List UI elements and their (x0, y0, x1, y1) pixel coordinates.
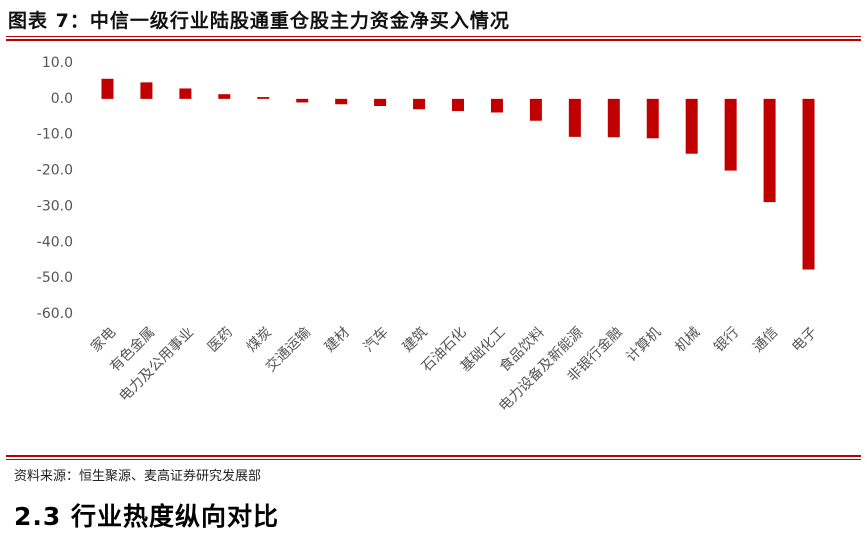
x-tick-label: 建材 (322, 324, 353, 355)
y-tick-label: -10.0 (37, 127, 73, 143)
x-tick-label: 机械 (672, 324, 703, 355)
chart-title: 图表 7：中信一级行业陆股通重仓股主力资金净买入情况 (8, 10, 510, 32)
bar (763, 98, 776, 203)
source-rule (6, 455, 861, 457)
bar (296, 98, 309, 103)
bar (335, 98, 348, 105)
bar (413, 98, 426, 110)
bar (257, 97, 270, 99)
y-tick-label: 0.0 (51, 91, 73, 107)
bar (452, 98, 464, 112)
bar (140, 82, 153, 99)
bar (685, 98, 698, 154)
y-tick-label: -60.0 (37, 306, 73, 322)
source-rule (6, 459, 861, 460)
bar (568, 98, 581, 137)
x-tick-label: 通信 (750, 324, 781, 355)
bar (724, 98, 737, 171)
x-tick-label: 家电 (87, 324, 119, 356)
bar (179, 88, 192, 99)
x-tick-label: 电子 (789, 324, 820, 355)
bar (646, 98, 659, 139)
x-tick-label: 建筑 (400, 324, 431, 355)
x-tick-label: 医药 (205, 324, 236, 355)
x-tick-label: 计算机 (623, 324, 664, 365)
bar (490, 98, 503, 113)
y-tick-label: -40.0 (37, 234, 73, 250)
y-tick-label: -50.0 (37, 270, 73, 286)
bar (101, 78, 114, 99)
bar (529, 98, 542, 121)
bar (802, 98, 815, 270)
chart: 10.00.0-10.0-20.0-30.0-40.0-50.0-60.0家电有… (37, 55, 820, 415)
source-note: 资料来源：恒生聚源、麦高证券研究发展部 (14, 469, 262, 484)
section-heading: 2.3 行业热度纵向对比 (14, 502, 279, 531)
title-rule (6, 36, 861, 37)
title-rule (6, 39, 861, 41)
y-tick-label: -30.0 (37, 198, 73, 214)
y-tick-label: -20.0 (37, 163, 73, 179)
bar (218, 94, 231, 99)
bar (607, 98, 620, 138)
x-tick-label: 银行 (711, 324, 742, 355)
x-tick-label: 煤炭 (244, 324, 275, 355)
bar (374, 98, 387, 107)
y-tick-label: 10.0 (42, 55, 73, 71)
x-tick-label: 汽车 (360, 324, 392, 356)
